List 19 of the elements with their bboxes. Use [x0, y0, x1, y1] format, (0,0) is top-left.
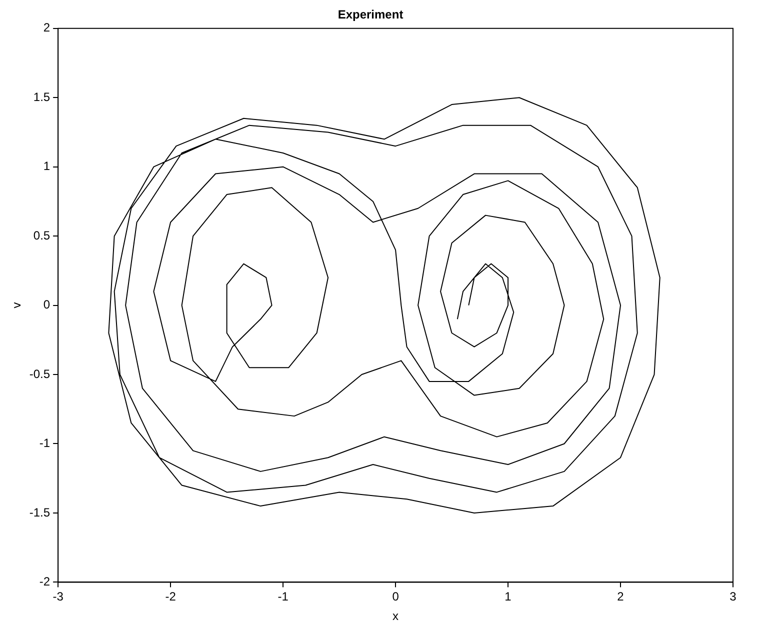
y-tick-label: 2 [43, 20, 50, 35]
x-tick-label: 3 [730, 590, 737, 604]
x-tick-label: -2 [165, 590, 176, 604]
x-tick-label: 2 [617, 590, 624, 604]
y-tick-label: 0 [43, 298, 50, 312]
y-tick-label: -0.5 [29, 366, 50, 381]
x-tick-label: -3 [52, 590, 64, 604]
y-tick-label: -2 [39, 574, 50, 589]
y-tick-label: -1 [39, 436, 50, 450]
x-axis-title: x [392, 609, 399, 624]
y-tick-label: 1.5 [33, 90, 50, 104]
y-tick-label: 0.5 [33, 228, 50, 242]
x-tick-label: -1 [278, 590, 289, 604]
chart-title: Experiment [338, 8, 404, 22]
x-tick-label: 0 [392, 590, 400, 604]
y-tick-label: 1 [43, 159, 50, 174]
y-axis-title: v [10, 302, 24, 308]
y-tick-label: -1.5 [29, 505, 50, 520]
x-tick-label: 1 [504, 590, 512, 604]
